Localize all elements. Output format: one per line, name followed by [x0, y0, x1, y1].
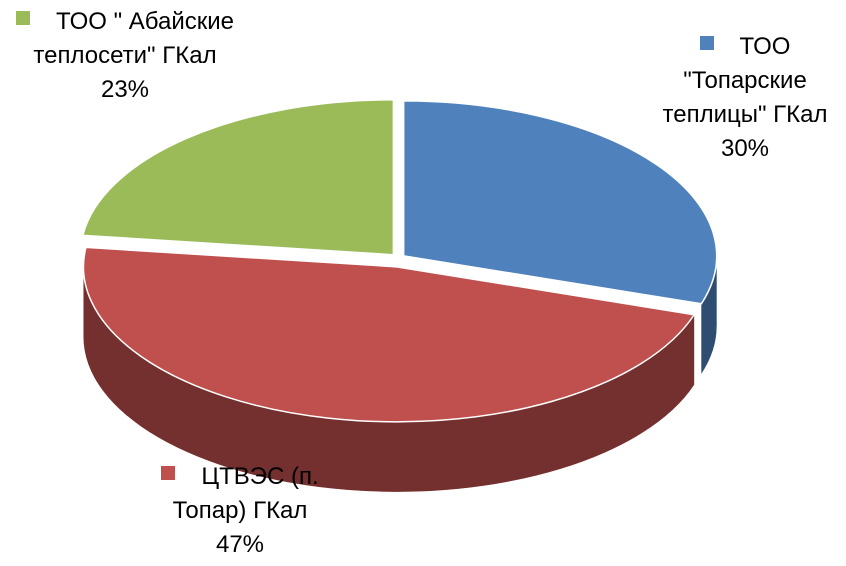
- category-label: ТОО "Топарские теплицы" ГКал: [662, 33, 828, 128]
- legend-swatch: [699, 36, 714, 50]
- slice: [82, 246, 696, 423]
- category-label: ТОО " Абайские теплосети" ГКал: [33, 8, 234, 69]
- slice-side: [83, 266, 695, 492]
- data-label: ТОО " Абайские теплосети" ГКал 23%: [5, 5, 245, 107]
- slice-side-shade: [701, 255, 717, 374]
- label-name: ЦТВЭС (п. Топар) ГКал: [130, 460, 350, 528]
- category-label: ЦТВЭС (п. Топар) ГКал: [172, 463, 319, 524]
- value-label: 47%: [215, 531, 265, 558]
- label-name: ТОО "Топарские теплицы" ГКал: [640, 30, 846, 132]
- data-label: ЦТВЭС (п. Топар) ГКал 47%: [130, 460, 350, 562]
- value-label: 23%: [100, 76, 150, 103]
- data-label: ТОО "Топарские теплицы" ГКал 30%: [640, 30, 846, 166]
- value-label: 30%: [720, 135, 770, 162]
- slice: [402, 100, 718, 305]
- slice-side-shade: [83, 266, 695, 492]
- slice: [81, 98, 395, 256]
- legend-swatch: [161, 466, 176, 480]
- label-name: ТОО " Абайские теплосети" ГКал: [5, 5, 245, 73]
- slice-side: [701, 255, 717, 374]
- legend-swatch: [16, 11, 30, 25]
